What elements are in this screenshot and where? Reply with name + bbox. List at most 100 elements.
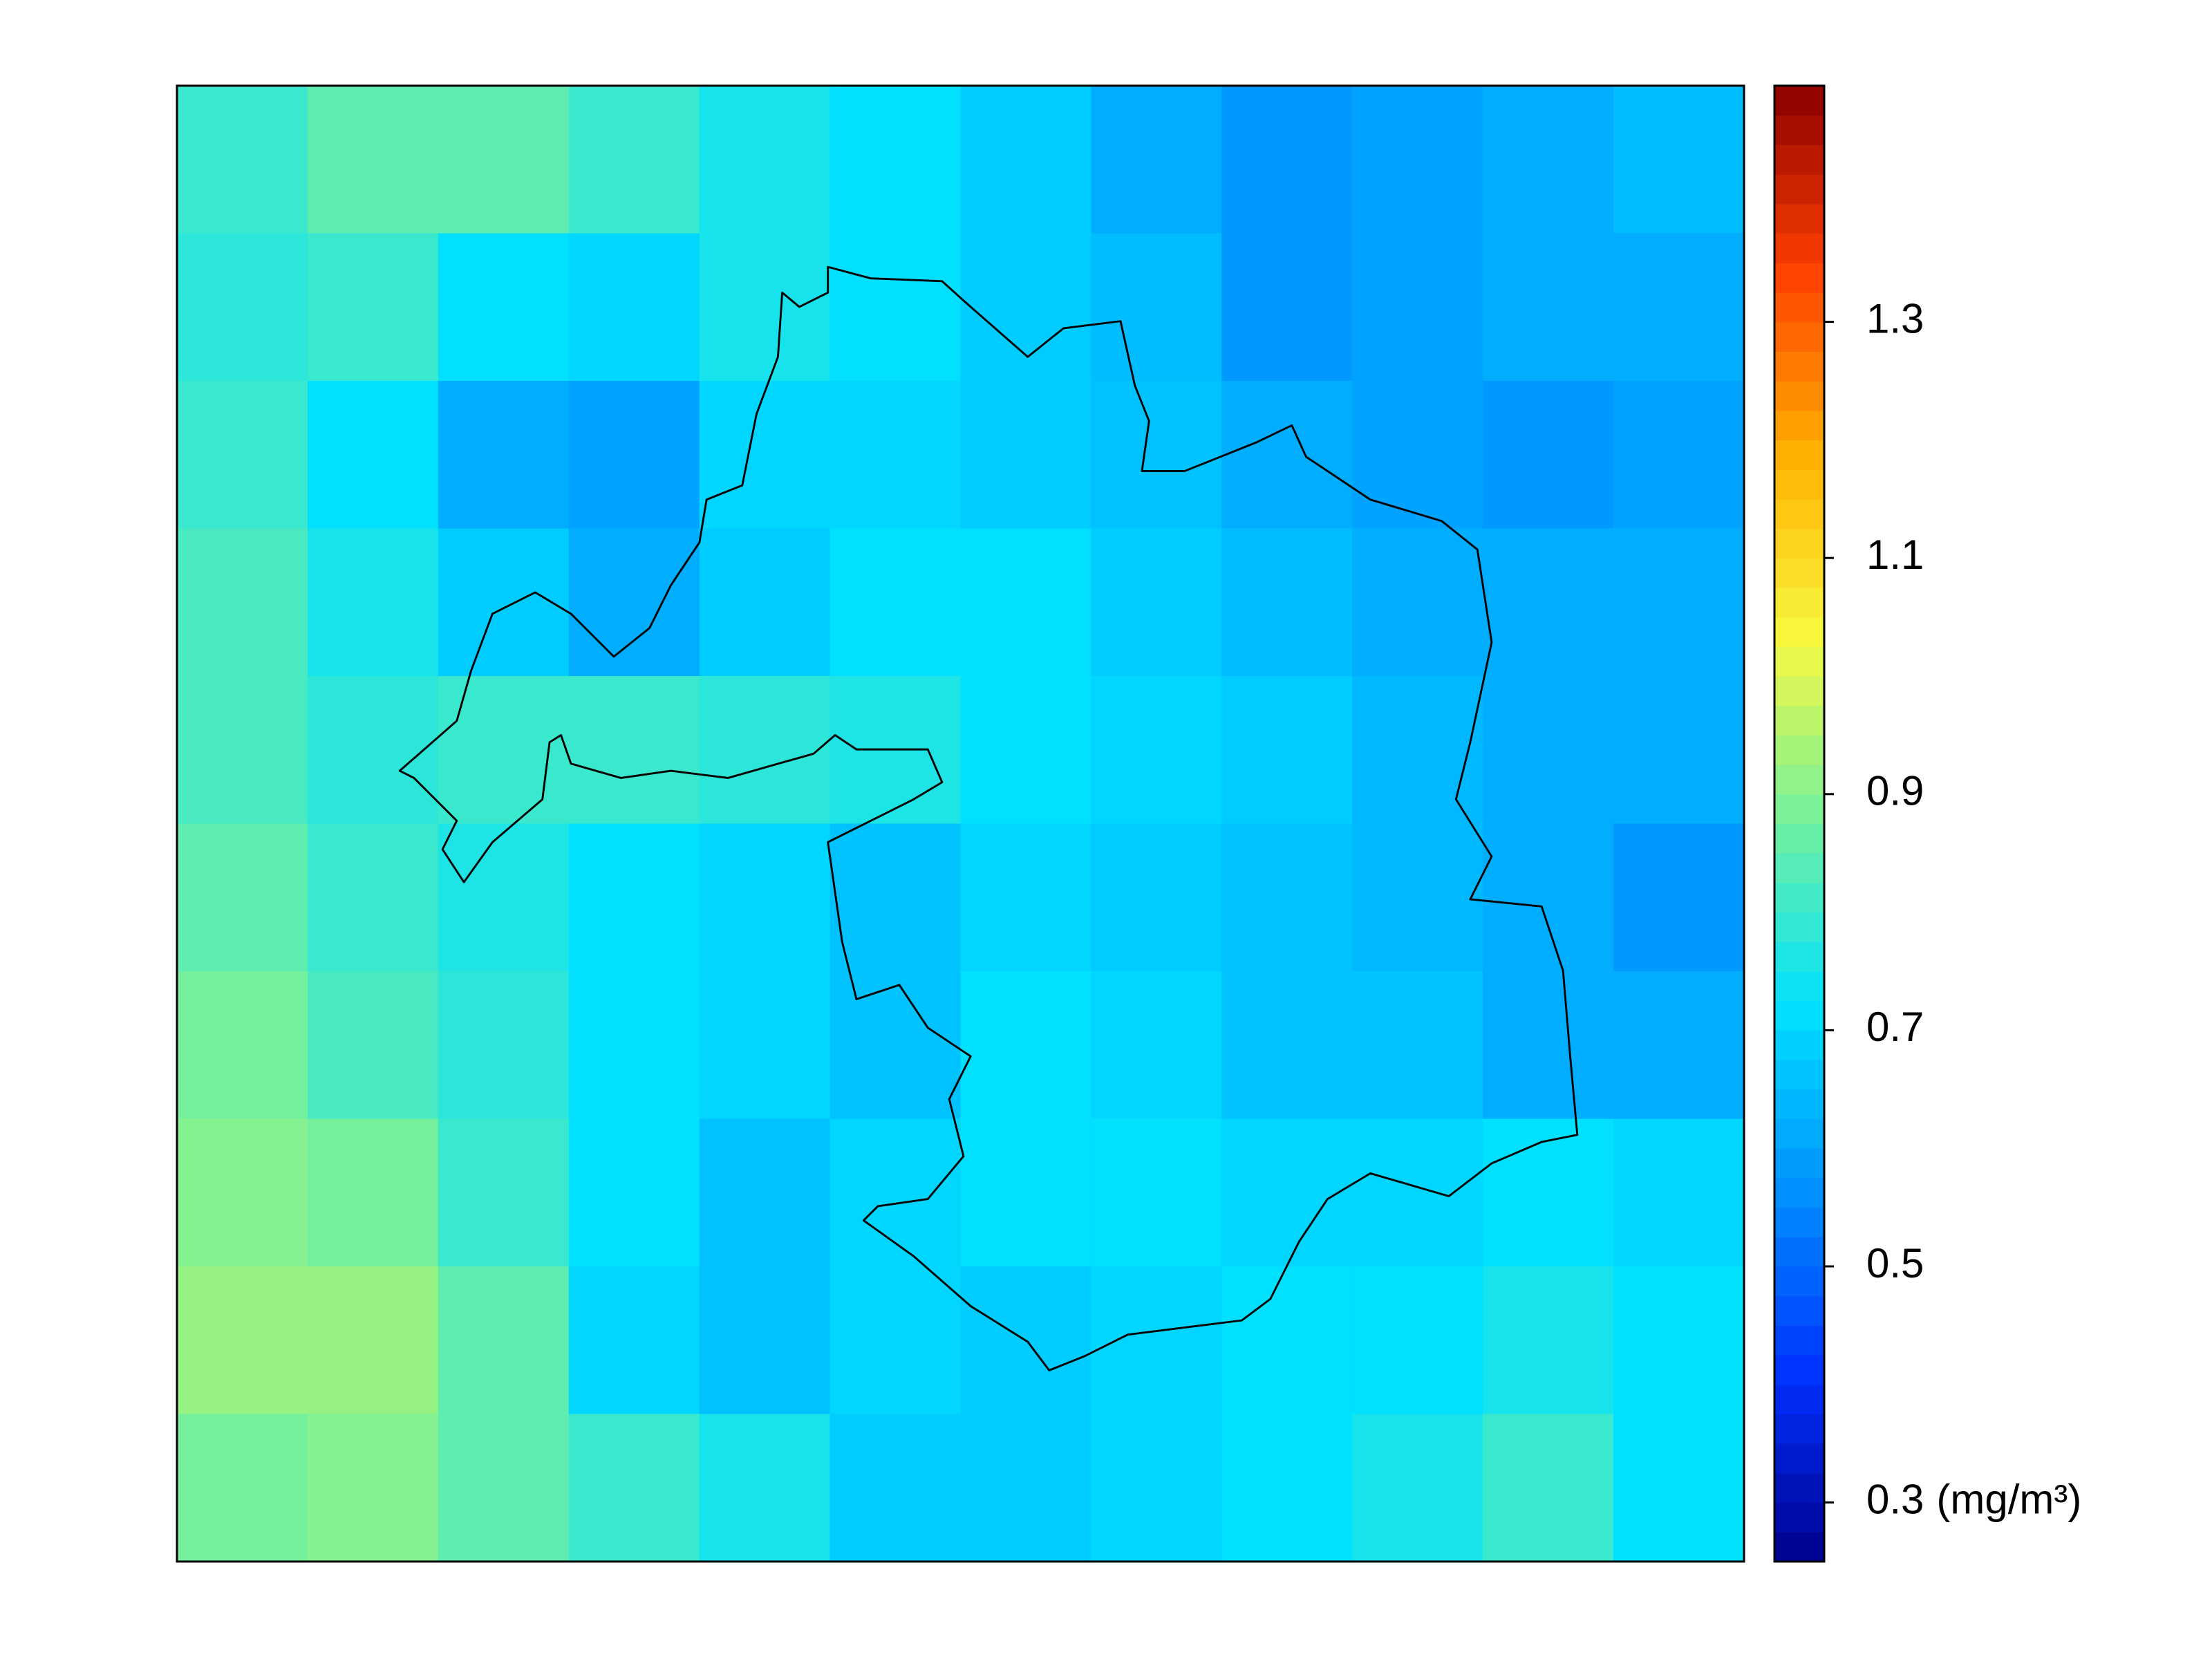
cell bbox=[1483, 823, 1614, 972]
cell bbox=[1221, 971, 1353, 1120]
colorbar-step bbox=[1774, 1266, 1824, 1297]
cell bbox=[177, 971, 308, 1120]
cell bbox=[699, 528, 831, 677]
colorbar-step bbox=[1774, 1443, 1824, 1474]
cell bbox=[438, 676, 570, 825]
cell bbox=[1613, 233, 1744, 382]
colorbar-step bbox=[1774, 971, 1824, 1002]
colorbar-step bbox=[1774, 735, 1824, 765]
colorbar-step bbox=[1774, 853, 1824, 883]
cell bbox=[307, 1266, 439, 1415]
cell bbox=[1613, 1266, 1744, 1415]
colorbar-step bbox=[1774, 558, 1824, 588]
cell bbox=[1483, 233, 1614, 382]
cell bbox=[699, 1266, 831, 1415]
colorbar-step bbox=[1774, 1472, 1824, 1503]
cell bbox=[307, 1414, 439, 1562]
cell bbox=[438, 86, 570, 234]
cell bbox=[1091, 381, 1222, 529]
colorbar-step bbox=[1774, 1295, 1824, 1326]
cell bbox=[960, 971, 1092, 1120]
cell bbox=[1483, 1266, 1614, 1415]
colorbar-step bbox=[1774, 203, 1824, 234]
cell bbox=[438, 1118, 570, 1267]
cell bbox=[177, 528, 308, 677]
cell bbox=[568, 528, 700, 677]
cell bbox=[1352, 1266, 1483, 1415]
cell bbox=[1221, 1118, 1353, 1267]
cell bbox=[960, 1414, 1092, 1562]
cell bbox=[960, 676, 1092, 825]
cell bbox=[1613, 971, 1744, 1120]
colorbar-tick-label: 0.9 bbox=[1866, 768, 1924, 814]
colorbar-step bbox=[1774, 321, 1824, 352]
cell bbox=[307, 233, 439, 382]
colorbar-step bbox=[1774, 498, 1824, 529]
cell bbox=[1352, 86, 1483, 234]
cell bbox=[438, 528, 570, 677]
cell bbox=[1483, 676, 1614, 825]
cell bbox=[177, 86, 308, 234]
colorbar-step bbox=[1774, 1384, 1824, 1415]
cell bbox=[1091, 528, 1222, 677]
cell bbox=[307, 381, 439, 529]
colorbar-step bbox=[1774, 1118, 1824, 1149]
colorbar-step bbox=[1774, 1237, 1824, 1267]
cell bbox=[438, 381, 570, 529]
cell bbox=[1221, 1266, 1353, 1415]
cell bbox=[1613, 528, 1744, 677]
colorbar-step bbox=[1774, 882, 1824, 913]
colorbar-step bbox=[1774, 1060, 1824, 1090]
colorbar-step bbox=[1774, 676, 1824, 706]
cell bbox=[177, 233, 308, 382]
colorbar-step bbox=[1774, 86, 1824, 116]
plot-frame bbox=[176, 84, 1745, 1563]
cell bbox=[1613, 1414, 1744, 1562]
colorbar-step bbox=[1774, 381, 1824, 411]
colorbar-tick-label: 0.7 bbox=[1866, 1004, 1924, 1050]
cell bbox=[1352, 528, 1483, 677]
cell bbox=[1613, 381, 1744, 529]
cell bbox=[830, 823, 962, 972]
colorbar-step bbox=[1774, 1414, 1824, 1444]
cell bbox=[177, 1118, 308, 1267]
cell bbox=[1221, 233, 1353, 382]
cell bbox=[1352, 381, 1483, 529]
cell bbox=[830, 86, 962, 234]
colorbar-step bbox=[1774, 765, 1824, 795]
cell bbox=[1483, 1118, 1614, 1267]
cell bbox=[177, 1266, 308, 1415]
cell bbox=[960, 528, 1092, 677]
cell bbox=[1091, 1266, 1222, 1415]
cell bbox=[960, 1118, 1092, 1267]
cell bbox=[1091, 1414, 1222, 1562]
cell bbox=[568, 1414, 700, 1562]
cell bbox=[1221, 381, 1353, 529]
cell bbox=[830, 1118, 962, 1267]
colorbar-tick-label: 0.5 bbox=[1866, 1240, 1924, 1286]
cell bbox=[699, 1118, 831, 1267]
cell bbox=[568, 1266, 700, 1415]
cell bbox=[438, 823, 570, 972]
cell bbox=[1091, 823, 1222, 972]
cell bbox=[1352, 823, 1483, 972]
cell bbox=[177, 1414, 308, 1562]
cell bbox=[177, 823, 308, 972]
cell bbox=[699, 676, 831, 825]
cell bbox=[307, 971, 439, 1120]
colorbar-step bbox=[1774, 440, 1824, 470]
cell bbox=[307, 86, 439, 234]
cell bbox=[1221, 528, 1353, 677]
cell bbox=[1352, 1414, 1483, 1562]
cell bbox=[699, 86, 831, 234]
cell bbox=[438, 1266, 570, 1415]
cell bbox=[960, 823, 1092, 972]
cell bbox=[1091, 86, 1222, 234]
cell bbox=[1483, 86, 1614, 234]
colorbar-step bbox=[1774, 705, 1824, 735]
cell bbox=[699, 233, 831, 382]
cell bbox=[568, 1118, 700, 1267]
colorbar: 0.3 0.5 0.7 0.9 1.1 1.3 (mg/m³) bbox=[1773, 84, 2081, 1563]
cell bbox=[1483, 381, 1614, 529]
